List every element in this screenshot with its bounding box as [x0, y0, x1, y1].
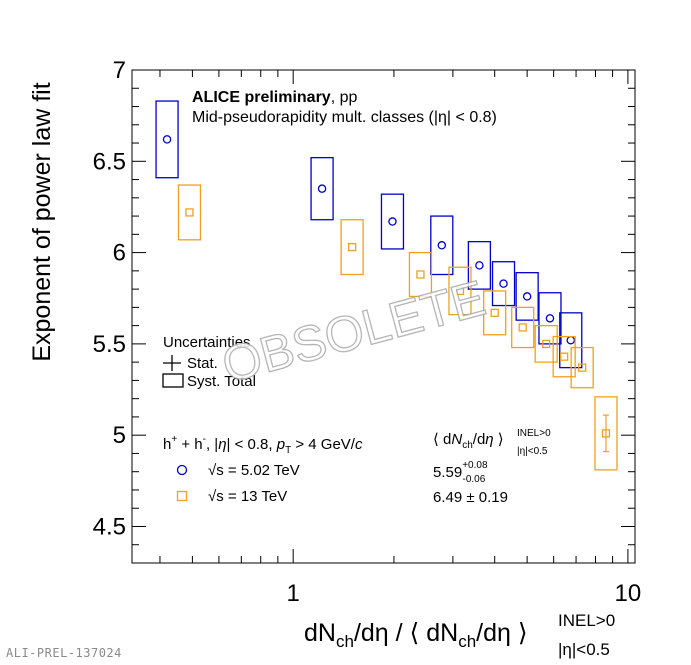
data-points: [155, 100, 618, 471]
data-point-13tev: [185, 208, 194, 217]
y-tick-labels: 4.5 5 5.5 6 6.5 7: [93, 57, 126, 540]
syst-box-13tev: [483, 290, 507, 336]
y-tick-label: 6.5: [93, 148, 126, 175]
legend-label-5tev: √s = 5.02 TeV: [208, 462, 300, 479]
data-point-13tev: [455, 286, 465, 296]
x-tick-label: 10: [615, 580, 642, 607]
data-point-13tev: [601, 429, 611, 438]
syst-box-13tev: [408, 251, 433, 298]
data-point-13tev: [518, 323, 527, 332]
stat-legend-marker: [163, 355, 181, 371]
y-axis-label: Exponent of power law fit: [28, 82, 56, 361]
syst-box-13tev: [594, 396, 618, 471]
x-tick-label: 1: [286, 580, 299, 607]
selection-label: h+ + h-, |η| < 0.8, pT > 4 GeV/c: [163, 434, 363, 456]
syst-box-13tev: [511, 306, 535, 349]
data-point-5tev: [475, 261, 484, 270]
syst-box-5tev: [430, 215, 454, 276]
syst-box-13tev: [448, 266, 472, 316]
mean-value-5tev: 5.59+0.08 -0.06: [433, 460, 488, 485]
y-tick-label: 4.5: [93, 513, 126, 540]
legend-marker-5tev: [176, 464, 188, 476]
syst-box-13tev: [570, 346, 594, 389]
data-point-5tev: [499, 279, 508, 288]
axis-ticks: [132, 69, 635, 564]
uncertainties-heading: Uncertainties: [163, 334, 251, 351]
stat-legend-label: Stat.: [187, 355, 218, 372]
syst-box-13tev: [552, 335, 576, 378]
data-point-5tev: [317, 184, 327, 193]
data-point-13tev: [490, 308, 499, 317]
data-point-13tev: [347, 242, 357, 252]
legend-label-13tev: √s = 13 TeV: [208, 488, 287, 505]
data-point-13tev: [542, 339, 551, 349]
y-tick-label: 5: [113, 422, 126, 449]
syst-legend-label: Syst. Total: [187, 373, 256, 390]
data-point-5tev: [522, 292, 532, 301]
syst-box-5tev: [380, 193, 405, 250]
data-point-5tev: [437, 241, 447, 250]
syst-box-13tev: [534, 324, 558, 363]
data-point-5tev: [388, 217, 397, 226]
chart-subtitle: Mid-pseudorapidity mult. classes (|η| < …: [192, 109, 497, 126]
obsolete-watermark: OBSOLETE: [216, 270, 491, 394]
syst-box-5tev: [491, 261, 516, 307]
mean-mult-header: ⟨ dNch/dη ⟩: [433, 431, 504, 451]
x-axis-label: dNch/dη / ⟨ dNch/dη ⟩: [304, 619, 528, 651]
syst-box-5tev: [515, 272, 539, 321]
data-point-5tev: [162, 135, 172, 144]
data-point-5tev: [545, 314, 555, 323]
plot-frame: [131, 69, 636, 564]
chart-title: ALICE preliminary, pp: [192, 89, 357, 106]
mean-value-13tev: 6.49 ± 0.19: [433, 489, 508, 506]
syst-box-13tev: [177, 184, 202, 241]
y-tick-label: 7: [113, 57, 126, 84]
y-tick-label: 5.5: [93, 331, 126, 358]
x-tick-labels: 1 10: [286, 580, 641, 607]
data-point-5tev: [566, 335, 576, 345]
syst-box-13tev: [340, 219, 364, 276]
data-point-13tev: [578, 363, 587, 372]
mean-mult-header-sub: |η|<0.5: [517, 446, 548, 457]
syst-box-5tev: [155, 100, 179, 179]
footer-id: ALI-PREL-137024: [6, 646, 122, 660]
syst-box-5tev: [467, 240, 492, 290]
data-point-13tev: [416, 270, 425, 279]
syst-box-5tev: [310, 156, 334, 221]
y-tick-label: 6: [113, 240, 126, 267]
x-axis-label-sup: INEL>0: [558, 611, 615, 630]
mean-mult-header-sup: INEL>0: [517, 428, 551, 439]
x-axis-label-sub: |η|<0.5: [558, 640, 610, 659]
data-point-13tev: [560, 352, 569, 361]
legend-marker-13tev: [176, 490, 188, 502]
syst-legend-marker: [162, 373, 184, 388]
